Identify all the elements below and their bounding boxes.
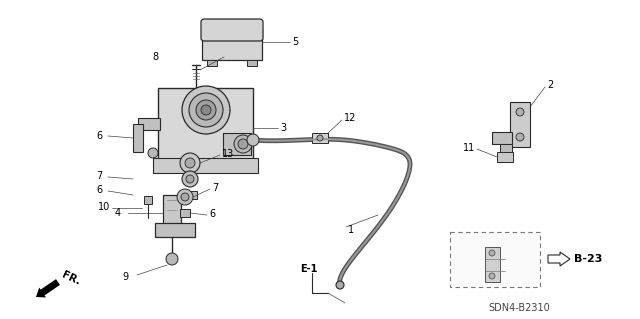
Text: B-23: B-23 — [574, 254, 602, 264]
Circle shape — [182, 86, 230, 134]
Text: 6: 6 — [96, 185, 102, 195]
Text: 11: 11 — [463, 143, 476, 153]
Circle shape — [489, 250, 495, 256]
Text: 4: 4 — [115, 208, 121, 218]
Bar — [202, 30, 262, 60]
Circle shape — [182, 171, 198, 187]
Text: 2: 2 — [547, 80, 553, 90]
Bar — [158, 88, 253, 170]
FancyArrow shape — [548, 252, 570, 266]
Circle shape — [148, 148, 158, 158]
Bar — [163, 195, 181, 235]
FancyArrow shape — [36, 279, 60, 297]
Circle shape — [201, 105, 211, 115]
Circle shape — [185, 158, 195, 168]
Bar — [183, 191, 197, 199]
Text: 7: 7 — [96, 171, 102, 181]
Circle shape — [247, 134, 259, 146]
Text: 8: 8 — [152, 52, 158, 62]
Circle shape — [516, 108, 524, 116]
Bar — [153, 158, 258, 173]
Bar — [500, 144, 512, 162]
Bar — [247, 60, 257, 66]
Bar — [223, 133, 251, 155]
Circle shape — [336, 281, 344, 289]
Bar — [138, 118, 160, 130]
Text: 12: 12 — [344, 113, 356, 123]
Text: E-1: E-1 — [300, 264, 317, 274]
Text: 9: 9 — [122, 272, 128, 282]
Text: 6: 6 — [209, 209, 215, 219]
Text: 3: 3 — [280, 123, 286, 133]
Text: SDN4-B2310: SDN4-B2310 — [488, 303, 550, 313]
Circle shape — [317, 135, 323, 141]
Circle shape — [238, 139, 248, 149]
Circle shape — [166, 253, 178, 265]
Circle shape — [234, 135, 252, 153]
Text: 5: 5 — [292, 37, 298, 47]
Bar — [180, 209, 190, 217]
Bar — [133, 124, 143, 152]
Bar — [144, 196, 152, 204]
Circle shape — [177, 189, 193, 205]
Circle shape — [189, 93, 223, 127]
Bar — [155, 223, 195, 237]
Bar — [510, 102, 530, 147]
Circle shape — [196, 100, 216, 120]
Bar — [485, 247, 500, 282]
Circle shape — [186, 175, 194, 183]
Bar — [312, 133, 328, 143]
Circle shape — [489, 273, 495, 279]
Circle shape — [516, 133, 524, 141]
Text: 7: 7 — [212, 183, 218, 193]
Circle shape — [180, 153, 200, 173]
Text: 1: 1 — [348, 225, 354, 235]
Text: 10: 10 — [98, 202, 110, 212]
Bar — [497, 152, 513, 162]
Text: 13: 13 — [222, 149, 234, 159]
Text: 6: 6 — [96, 131, 102, 141]
FancyBboxPatch shape — [201, 19, 263, 41]
Bar — [207, 60, 217, 66]
Text: FR.: FR. — [60, 269, 82, 287]
Bar — [492, 132, 512, 144]
Circle shape — [181, 193, 189, 201]
Bar — [450, 232, 540, 287]
